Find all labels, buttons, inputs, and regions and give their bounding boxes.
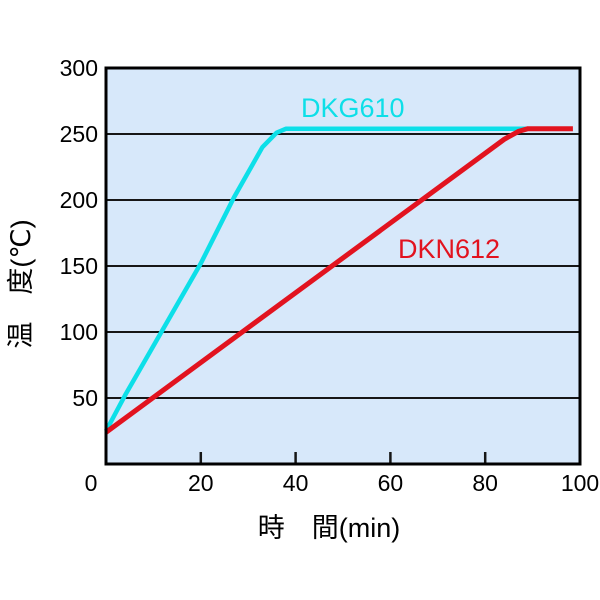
x-tick-label-60: 60 bbox=[378, 470, 404, 496]
y-tick-label-300: 300 bbox=[60, 55, 98, 81]
x-tick-label-80: 80 bbox=[472, 470, 498, 496]
y-tick-label-150: 150 bbox=[60, 253, 98, 279]
series-line-dkn612 bbox=[104, 126, 573, 435]
x-axis-title: 時 間(min) bbox=[258, 513, 401, 543]
series-line-dkg610 bbox=[104, 126, 561, 433]
series-label-dkg610: DKG610 bbox=[301, 93, 405, 123]
y-tick-label-200: 200 bbox=[60, 187, 98, 213]
x-tick-label-0: 0 bbox=[85, 470, 98, 496]
x-tick-label-100: 100 bbox=[561, 470, 599, 496]
y-tick-label-250: 250 bbox=[60, 121, 98, 147]
y-tick-label-100: 100 bbox=[60, 319, 98, 345]
y-tick-label-50: 50 bbox=[72, 385, 98, 411]
gridlines bbox=[106, 133, 580, 399]
plot-border bbox=[104, 66, 582, 466]
x-tick-label-40: 40 bbox=[283, 470, 309, 496]
series-label-dkn612: DKN612 bbox=[398, 234, 500, 264]
series-lines bbox=[104, 126, 573, 435]
x-axis-ticks bbox=[199, 452, 487, 464]
y-axis-title: 温 度(℃) bbox=[6, 219, 36, 348]
x-tick-label-20: 20 bbox=[188, 470, 214, 496]
x-axis-tick-labels: 0 20 40 60 80 100 bbox=[85, 470, 600, 496]
y-axis-tick-labels: 50 100 150 200 250 300 bbox=[60, 55, 98, 411]
